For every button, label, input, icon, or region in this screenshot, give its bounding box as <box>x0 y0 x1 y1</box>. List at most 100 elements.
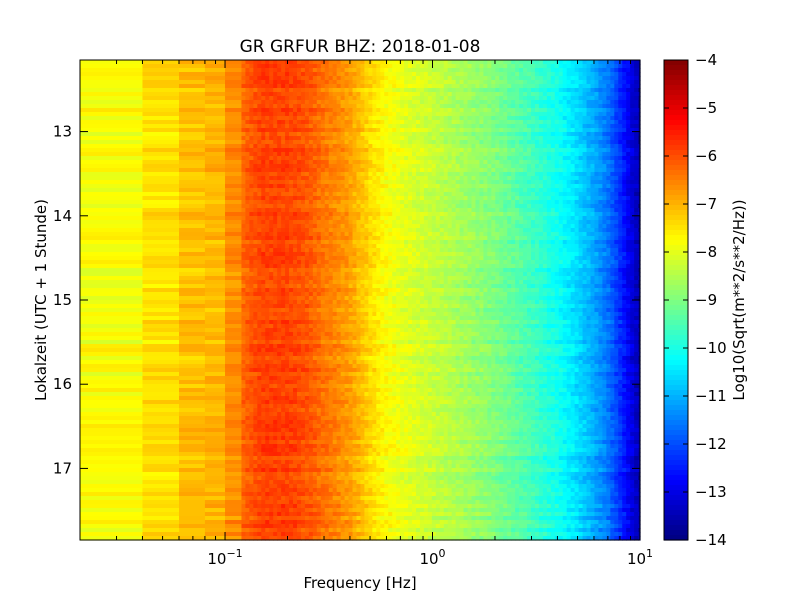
heatmap-cell <box>285 204 290 209</box>
heatmap-cell <box>610 176 615 181</box>
heatmap-cell <box>570 160 576 165</box>
heatmap-cell <box>285 172 290 177</box>
heatmap-cell <box>447 196 453 201</box>
heatmap-cell <box>463 128 469 133</box>
heatmap-cell <box>503 216 508 221</box>
heatmap-cell <box>204 208 226 213</box>
heatmap-cell <box>320 228 326 233</box>
heatmap-cell <box>352 144 358 149</box>
heatmap-cell <box>574 148 580 153</box>
heatmap-cell <box>582 164 588 169</box>
heatmap-cell <box>253 64 258 69</box>
heatmap-cell <box>610 116 615 121</box>
heatmap-cell <box>435 220 441 225</box>
heatmap-cell <box>542 144 548 149</box>
heatmap-cell <box>293 196 298 201</box>
heatmap-cell <box>590 76 596 81</box>
heatmap-cell <box>412 152 417 157</box>
heatmap-cell <box>269 108 274 113</box>
heatmap-cell <box>455 180 461 185</box>
heatmap-cell <box>495 156 500 161</box>
heatmap-cell <box>463 72 469 77</box>
heatmap-cell <box>277 136 282 141</box>
heatmap-cell <box>348 128 354 133</box>
heatmap-cell <box>586 188 592 193</box>
heatmap-cell <box>415 224 421 229</box>
heatmap-cell <box>179 248 206 253</box>
heatmap-cell <box>570 176 576 181</box>
heatmap-cell <box>404 160 409 165</box>
heatmap-cell <box>360 192 366 197</box>
heatmap-cell <box>594 136 600 141</box>
heatmap-cell <box>384 172 389 177</box>
heatmap-cell <box>495 212 500 217</box>
heatmap-cell <box>328 72 334 77</box>
heatmap-cell <box>590 60 596 65</box>
heatmap-cell <box>241 248 247 253</box>
heatmap-cell <box>574 132 580 137</box>
heatmap-cell <box>368 228 373 233</box>
heatmap-cell <box>554 196 560 201</box>
heatmap-cell <box>348 172 354 177</box>
heatmap-cell <box>630 72 635 77</box>
heatmap-cell <box>392 168 397 173</box>
heatmap-cell <box>511 208 516 213</box>
heatmap-cell <box>519 236 524 241</box>
heatmap-cell <box>404 156 409 161</box>
heatmap-cell <box>550 108 556 113</box>
heatmap-cell <box>304 92 310 97</box>
heatmap-cell <box>550 68 556 73</box>
heatmap-cell <box>459 200 465 205</box>
heatmap-cell <box>348 156 354 161</box>
heatmap-cell <box>352 88 358 93</box>
heatmap-cell <box>638 76 641 81</box>
heatmap-cell <box>451 160 457 165</box>
heatmap-cell <box>396 96 401 101</box>
heatmap-cell <box>590 240 596 245</box>
heatmap-cell <box>336 140 342 145</box>
heatmap-cell <box>487 240 492 245</box>
heatmap-cell <box>451 124 457 129</box>
heatmap-cell <box>475 100 481 105</box>
heatmap-cell <box>352 208 358 213</box>
heatmap-cell <box>308 176 314 181</box>
heatmap-cell <box>590 228 596 233</box>
heatmap-cell <box>439 124 445 129</box>
heatmap-cell <box>304 208 310 213</box>
heatmap-cell <box>396 136 401 141</box>
heatmap-cell <box>273 128 278 133</box>
heatmap-cell <box>364 96 369 101</box>
heatmap-cell <box>618 116 623 121</box>
heatmap-cell <box>249 148 254 153</box>
heatmap-cell <box>340 184 346 189</box>
heatmap-cell <box>626 216 631 221</box>
heatmap-cell <box>459 176 465 181</box>
heatmap-cell <box>257 120 262 125</box>
heatmap-cell <box>578 164 584 169</box>
heatmap-cell <box>419 216 425 221</box>
heatmap-cell <box>352 96 358 101</box>
heatmap-cell <box>479 224 485 229</box>
heatmap-cell <box>308 160 314 165</box>
heatmap-cell <box>451 96 457 101</box>
heatmap-cell <box>602 132 607 137</box>
heatmap-cell <box>582 72 588 77</box>
heatmap-cell <box>423 184 429 189</box>
heatmap-cell <box>293 148 298 153</box>
heatmap-cell <box>519 108 524 113</box>
heatmap-cell <box>507 188 512 193</box>
heatmap-cell <box>253 104 258 109</box>
heatmap-cell <box>451 68 457 73</box>
heatmap-cell <box>80 216 144 221</box>
heatmap-cell <box>308 240 314 245</box>
heatmap-cell <box>602 80 607 85</box>
heatmap-cell <box>546 112 552 117</box>
heatmap-cell <box>388 180 393 185</box>
heatmap-cell <box>606 180 611 185</box>
heatmap-cell <box>590 128 596 133</box>
heatmap-cell <box>324 68 330 73</box>
heatmap-cell <box>499 104 504 109</box>
heatmap-cell <box>253 200 258 205</box>
heatmap-cell <box>249 176 254 181</box>
heatmap-cell <box>570 156 576 161</box>
